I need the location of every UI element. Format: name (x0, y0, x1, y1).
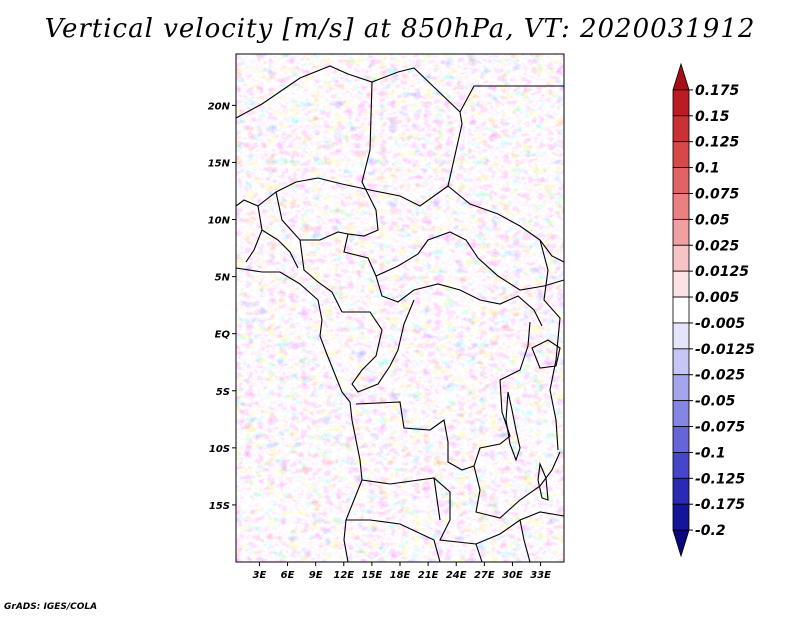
colorbar-label: 0.05 (695, 212, 730, 228)
country-borders (235, 65, 565, 563)
border-chad (343, 81, 565, 291)
border-sudan (447, 85, 565, 263)
lake-tanganyika (505, 391, 521, 462)
x-tick-label: 21E (418, 570, 439, 581)
colorbar-swatch (672, 296, 690, 324)
colorbar-swatch (672, 115, 690, 143)
x-tick-label: 30E (502, 570, 523, 581)
border-car (375, 275, 543, 327)
coastline-west (235, 267, 363, 563)
y-tick-label: 5S (216, 387, 230, 398)
colorbar-label: 0.125 (695, 135, 740, 151)
colorbar-swatch (672, 193, 690, 220)
y-tick-label: 20N (208, 101, 231, 112)
lake-victoria (531, 339, 561, 369)
colorbar-swatch (672, 426, 690, 453)
colorbar-label: 0.175 (695, 83, 740, 99)
x-tick-label: 18E (390, 570, 411, 581)
colorbar-label: -0.0125 (695, 342, 755, 358)
velocity-field (236, 54, 564, 562)
colorbar-swatch (672, 348, 690, 376)
y-axis: 20N 15N 10N 5N EQ 5S 10S 15S (208, 101, 236, 512)
colorbar-swatch (672, 529, 690, 558)
colorbar-swatch (672, 141, 690, 168)
x-axis: 3E 6E 9E 12E 15E 18E 21E 24E 27E 30E 33E (253, 562, 551, 581)
border-westafrica (235, 199, 299, 269)
colorbar-swatch (672, 244, 690, 272)
x-tick-label: 12E (333, 570, 354, 581)
border-congo (342, 299, 415, 393)
colorbar-label: -0.2 (695, 523, 726, 539)
colorbar-label: 0.15 (695, 109, 730, 125)
colorbar-label: 0.005 (695, 290, 740, 306)
colorbar-label: 0.075 (695, 186, 740, 202)
colorbar-label: -0.1 (695, 445, 726, 461)
x-tick-label: 24E (446, 570, 467, 581)
y-tick-label: 10N (208, 216, 231, 227)
y-tick-label: 15N (208, 158, 231, 169)
colorbar-swatch (672, 218, 690, 246)
colorbar-swatch (672, 62, 690, 91)
colorbar-swatch (672, 452, 690, 479)
lake-malawi (537, 461, 549, 501)
border-north (235, 65, 463, 207)
y-tick-label: 5N (215, 273, 231, 284)
colorbar-label: 0.025 (695, 238, 740, 254)
colorbar-swatch (672, 374, 690, 402)
colorbar-label: -0.125 (695, 471, 745, 487)
x-tick-label: 9E (309, 570, 323, 581)
colorbar-label: -0.005 (695, 316, 745, 332)
colorbar-swatch (672, 89, 690, 117)
colorbar-swatch (672, 477, 690, 505)
chart-title: Vertical velocity [m/s] at 850hPa, VT: 2… (44, 14, 756, 44)
colorbar-label: 0.1 (695, 161, 720, 177)
x-tick-label: 33E (530, 570, 551, 581)
colorbar-swatch (672, 167, 690, 194)
colorbar-swatch (672, 503, 690, 531)
border-south (346, 519, 531, 563)
border-nigeria (275, 191, 349, 313)
x-tick-label: 27E (474, 570, 495, 581)
colorbar-label: -0.025 (695, 368, 745, 384)
colorbar-swatch (672, 400, 690, 427)
x-tick-label: 15E (362, 570, 383, 581)
grads-credit: GrADS: IGES/COLA (4, 602, 98, 612)
colorbar-label: 0.0125 (695, 264, 749, 280)
y-tick-label: EQ (215, 330, 231, 341)
colorbar-label: -0.175 (695, 497, 745, 513)
colorbar-swatch (672, 322, 690, 350)
colorbar-label: -0.05 (695, 394, 736, 410)
colorbar-swatch (672, 270, 690, 298)
border-angola (361, 477, 565, 545)
y-tick-label: 10S (209, 444, 230, 455)
x-tick-label: 3E (253, 570, 267, 581)
colorbar-label: -0.075 (695, 420, 745, 436)
y-tick-label: 15S (209, 501, 230, 512)
x-tick-label: 6E (281, 570, 295, 581)
border-zambia (433, 451, 561, 521)
border-east (539, 239, 561, 451)
